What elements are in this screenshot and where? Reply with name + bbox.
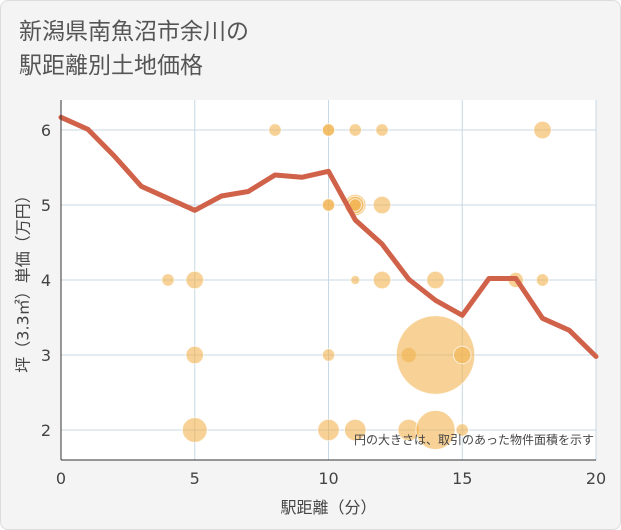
bubble-point	[268, 123, 282, 137]
axes: 0 5 10 15 20 2 3 4 5 6	[41, 100, 606, 488]
x-tick-label: 20	[586, 469, 606, 488]
average-price-line	[58, 114, 599, 359]
y-tick-label: 6	[41, 121, 51, 140]
y-axis-label: 坪（3.3㎡）単価（万円）	[14, 187, 33, 372]
bubble-point	[317, 418, 340, 442]
bubble-point	[426, 270, 445, 290]
x-tick-label: 0	[56, 469, 66, 488]
x-axis-label: 駅距離（分）	[280, 498, 376, 517]
bubble-point	[185, 345, 205, 365]
bubble-point	[185, 270, 205, 290]
title-line-1: 新潟県南魚沼市余川の	[19, 19, 249, 45]
bubble-point	[181, 417, 208, 443]
x-tick-label: 5	[190, 469, 200, 488]
y-tick-label: 2	[41, 421, 51, 440]
y-tick-label: 5	[41, 196, 51, 215]
bubble-point	[415, 409, 456, 451]
chart-title: 新潟県南魚沼市余川の 駅距離別土地価格	[19, 15, 249, 83]
bubble-point	[321, 348, 336, 362]
bubble-point	[321, 198, 336, 212]
bubble-point	[350, 275, 361, 285]
x-tick-label: 15	[452, 469, 472, 488]
bubble-point	[395, 315, 476, 395]
bubble-point	[372, 195, 392, 215]
x-tick-label: 10	[318, 469, 338, 488]
title-line-2: 駅距離別土地価格	[19, 53, 203, 79]
bubble-point	[455, 423, 469, 437]
bubble-point	[452, 345, 472, 365]
bubble-point	[344, 418, 367, 442]
bubble-point	[348, 123, 362, 137]
y-tick-label: 4	[41, 271, 51, 290]
bubble-point	[161, 273, 175, 287]
annotation-text: 円の大きさは、取引のあった物件面積を示す	[354, 432, 594, 447]
line-layer	[58, 114, 599, 359]
bubble-point	[321, 123, 336, 137]
bubble-point	[375, 123, 389, 137]
bubble-point	[535, 273, 550, 287]
bubble-point	[372, 270, 392, 290]
y-tick-label: 3	[41, 346, 51, 365]
bubble-point	[533, 120, 552, 140]
